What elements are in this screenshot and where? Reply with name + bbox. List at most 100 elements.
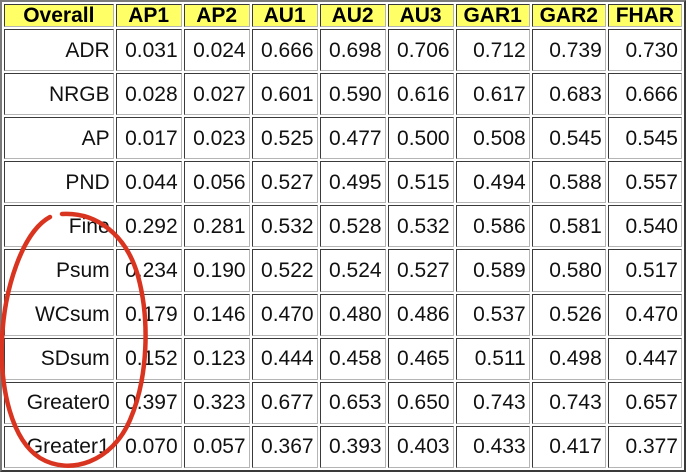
table-cell: 0.323	[183, 381, 250, 424]
table-cell: 0.470	[251, 293, 318, 336]
table-cell: 0.495	[319, 161, 386, 204]
column-header-au3: AU3	[387, 4, 454, 27]
table-cell: 0.027	[183, 73, 250, 116]
column-header-ap2: AP2	[183, 4, 250, 27]
table-cell: 0.447	[607, 337, 682, 380]
table-cell: 0.477	[319, 117, 386, 160]
table-cell: 0.581	[531, 205, 606, 248]
column-header-ap1: AP1	[115, 4, 182, 27]
table-cell: 0.480	[319, 293, 386, 336]
table-cell: 0.281	[183, 205, 250, 248]
column-header-gar1: GAR1	[455, 4, 530, 27]
table-cell: 0.417	[531, 425, 606, 468]
table-cell: 0.666	[607, 73, 682, 116]
table-cell: 0.403	[387, 425, 454, 468]
table-cell: 0.537	[455, 293, 530, 336]
table-cell: 0.017	[115, 117, 182, 160]
table-row: ADR 0.031 0.024 0.666 0.698 0.706 0.712 0.739 0.…	[4, 29, 682, 72]
table-cell: 0.486	[387, 293, 454, 336]
row-label: SDsum	[4, 337, 114, 380]
table-cell: 0.056	[183, 161, 250, 204]
table-row: AP 0.017 0.023 0.525 0.477 0.500 0.508 0.545 0.5…	[4, 117, 682, 160]
table-cell: 0.044	[115, 161, 182, 204]
table-cell: 0.070	[115, 425, 182, 468]
header-row: Overall AP1 AP2 AU1 AU2 AU3 GAR1 GAR2 FHAR	[4, 4, 682, 27]
table-cell: 0.498	[531, 337, 606, 380]
table-cell: 0.557	[607, 161, 682, 204]
table-row: PND 0.044 0.056 0.527 0.495 0.515 0.494 0.588 0.…	[4, 161, 682, 204]
table-cell: 0.617	[455, 73, 530, 116]
table-cell: 0.653	[319, 381, 386, 424]
table-cell: 0.588	[531, 161, 606, 204]
table-cell: 0.540	[607, 205, 682, 248]
table-cell: 0.683	[531, 73, 606, 116]
table-cell: 0.532	[387, 205, 454, 248]
table-row: Fine 0.292 0.281 0.532 0.528 0.532 0.586 0.581 0…	[4, 205, 682, 248]
row-label: NRGB	[4, 73, 114, 116]
table-cell: 0.470	[607, 293, 682, 336]
table-cell: 0.024	[183, 29, 250, 72]
column-header-fhar: FHAR	[607, 4, 682, 27]
table-cell: 0.525	[251, 117, 318, 160]
table-cell: 0.677	[251, 381, 318, 424]
table-row: NRGB 0.028 0.027 0.601 0.590 0.616 0.617 0.683 0…	[4, 73, 682, 116]
column-header-au2: AU2	[319, 4, 386, 27]
table-cell: 0.397	[115, 381, 182, 424]
table-cell: 0.057	[183, 425, 250, 468]
table-cell: 0.179	[115, 293, 182, 336]
table-cell: 0.545	[531, 117, 606, 160]
table-cell: 0.586	[455, 205, 530, 248]
table-cell: 0.739	[531, 29, 606, 72]
table-cell: 0.031	[115, 29, 182, 72]
table-cell: 0.698	[319, 29, 386, 72]
table-row: Greater1 0.070 0.057 0.367 0.393 0.403 0.433 0.…	[4, 425, 682, 468]
table-cell: 0.545	[607, 117, 682, 160]
table-cell: 0.234	[115, 249, 182, 292]
table-cell: 0.465	[387, 337, 454, 380]
row-label: ADR	[4, 29, 114, 72]
table-cell: 0.580	[531, 249, 606, 292]
table-cell: 0.517	[607, 249, 682, 292]
table-cell: 0.532	[251, 205, 318, 248]
table-cell: 0.511	[455, 337, 530, 380]
table-cell: 0.589	[455, 249, 530, 292]
row-label: Psum	[4, 249, 114, 292]
table-cell: 0.528	[319, 205, 386, 248]
table-cell: 0.494	[455, 161, 530, 204]
table-cell: 0.527	[387, 249, 454, 292]
table-row: Psum 0.234 0.190 0.522 0.524 0.527 0.589 0.580 0…	[4, 249, 682, 292]
table-cell: 0.377	[607, 425, 682, 468]
row-label: PND	[4, 161, 114, 204]
table-cell: 0.023	[183, 117, 250, 160]
table-cell: 0.393	[319, 425, 386, 468]
table-cell: 0.500	[387, 117, 454, 160]
table-cell: 0.527	[251, 161, 318, 204]
row-label: WCsum	[4, 293, 114, 336]
column-header-au1: AU1	[251, 4, 318, 27]
table-body: ADR 0.031 0.024 0.666 0.698 0.706 0.712 0.739 0.…	[4, 29, 682, 468]
table-cell: 0.028	[115, 73, 182, 116]
table-cell: 0.292	[115, 205, 182, 248]
table-cell: 0.590	[319, 73, 386, 116]
table-cell: 0.601	[251, 73, 318, 116]
table-cell: 0.524	[319, 249, 386, 292]
row-label: AP	[4, 117, 114, 160]
column-header-overall: Overall	[4, 4, 114, 27]
table-cell: 0.522	[251, 249, 318, 292]
table-cell: 0.650	[387, 381, 454, 424]
table-cell: 0.123	[183, 337, 250, 380]
row-label: Fine	[4, 205, 114, 248]
table-cell: 0.146	[183, 293, 250, 336]
table-cell: 0.433	[455, 425, 530, 468]
column-header-gar2: GAR2	[531, 4, 606, 27]
table-cell: 0.666	[251, 29, 318, 72]
table-cell: 0.458	[319, 337, 386, 380]
table-cell: 0.743	[531, 381, 606, 424]
table-cell: 0.508	[455, 117, 530, 160]
table-cell: 0.444	[251, 337, 318, 380]
table-cell: 0.730	[607, 29, 682, 72]
row-label: Greater0	[4, 381, 114, 424]
table-row: WCsum 0.179 0.146 0.470 0.480 0.486 0.537 0.526…	[4, 293, 682, 336]
